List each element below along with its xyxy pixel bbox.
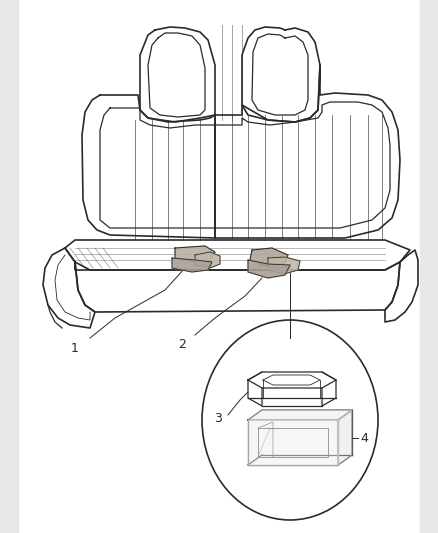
- Text: 4: 4: [360, 432, 368, 445]
- Text: 3: 3: [214, 411, 222, 424]
- Polygon shape: [248, 420, 338, 465]
- Polygon shape: [250, 248, 288, 266]
- Text: 2: 2: [178, 338, 186, 351]
- Polygon shape: [268, 257, 300, 274]
- Polygon shape: [172, 258, 212, 272]
- Text: 1: 1: [71, 342, 79, 354]
- Polygon shape: [248, 260, 290, 278]
- Polygon shape: [248, 410, 352, 420]
- Polygon shape: [175, 246, 215, 262]
- Bar: [0, 0, 18, 533]
- Bar: [420, 0, 438, 533]
- Polygon shape: [338, 410, 352, 465]
- Polygon shape: [195, 252, 220, 268]
